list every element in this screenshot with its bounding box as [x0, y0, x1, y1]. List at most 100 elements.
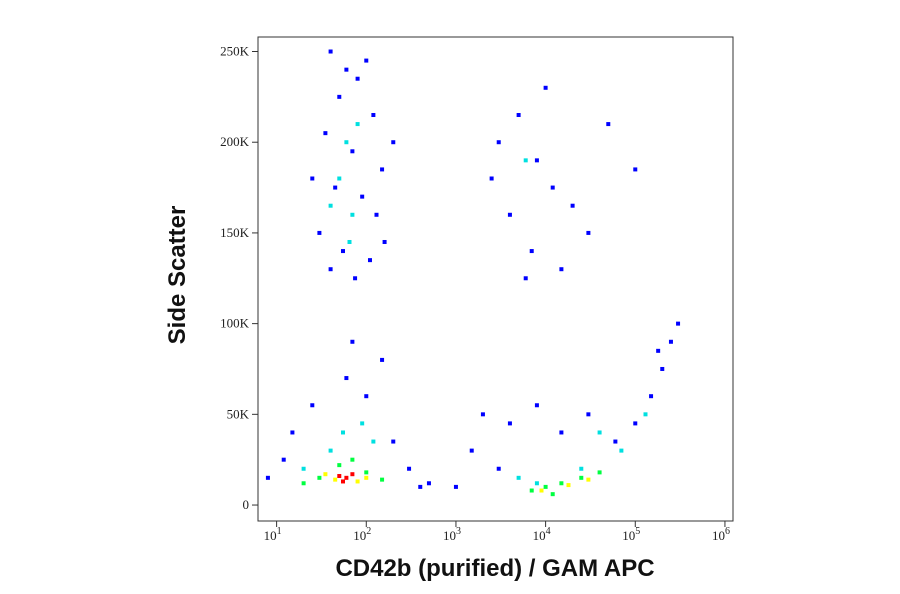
point: [344, 475, 349, 480]
point: [337, 463, 342, 468]
point: [328, 203, 333, 208]
x-tick-base: 10: [443, 528, 456, 543]
point: [317, 230, 322, 235]
point: [559, 267, 564, 272]
point: [323, 131, 328, 136]
point: [391, 140, 396, 145]
point: [668, 339, 673, 344]
point: [355, 479, 360, 484]
point: [633, 421, 638, 426]
x-tick-label: 104: [533, 526, 551, 543]
y-tick-label: 150K: [220, 225, 250, 240]
point: [619, 448, 624, 453]
x-tick-base: 10: [712, 528, 725, 543]
x-tick-base: 10: [622, 528, 635, 543]
y-tick-label: 250K: [220, 44, 250, 59]
point: [426, 481, 431, 486]
point: [529, 488, 534, 493]
point: [453, 484, 458, 489]
point: [333, 185, 338, 190]
point: [310, 176, 315, 181]
point: [550, 492, 555, 497]
point: [633, 167, 638, 172]
point: [355, 122, 360, 127]
point: [367, 258, 372, 263]
point: [543, 484, 548, 489]
point: [559, 430, 564, 435]
point: [534, 403, 539, 408]
point: [371, 113, 376, 118]
point: [355, 76, 360, 81]
point: [340, 479, 345, 484]
point: [374, 212, 379, 217]
x-tick-label: 101: [264, 526, 282, 543]
point: [364, 394, 369, 399]
x-tick-label: 106: [712, 526, 730, 543]
point: [301, 466, 306, 471]
point: [340, 430, 345, 435]
x-tick-label: 103: [443, 526, 461, 543]
point: [516, 113, 521, 118]
point: [570, 203, 575, 208]
point: [597, 470, 602, 475]
point: [337, 176, 342, 181]
point: [382, 239, 387, 244]
point: [333, 477, 338, 482]
point: [534, 481, 539, 486]
point: [310, 403, 315, 408]
point: [301, 481, 306, 486]
point: [407, 466, 412, 471]
x-tick-base: 10: [264, 528, 277, 543]
point: [539, 488, 544, 493]
point: [350, 457, 355, 462]
point: [496, 140, 501, 145]
point: [380, 167, 385, 172]
point: [606, 122, 611, 127]
point: [579, 466, 584, 471]
x-tick-exponent: 2: [366, 526, 371, 537]
point: [344, 67, 349, 72]
point: [391, 439, 396, 444]
point: [344, 376, 349, 381]
point: [469, 448, 474, 453]
point: [344, 140, 349, 145]
point: [364, 475, 369, 480]
point: [529, 249, 534, 254]
point: [496, 466, 501, 471]
point: [516, 475, 521, 480]
point: [613, 439, 618, 444]
point: [290, 430, 295, 435]
point: [543, 85, 548, 90]
point: [364, 470, 369, 475]
x-tick-exponent: 1: [277, 526, 282, 537]
point: [350, 212, 355, 217]
point: [360, 194, 365, 199]
point: [597, 430, 602, 435]
point: [566, 483, 571, 488]
point: [559, 481, 564, 486]
point: [643, 412, 648, 417]
x-tick-exponent: 6: [725, 526, 730, 537]
point: [340, 249, 345, 254]
point: [350, 472, 355, 477]
y-tick-label: 0: [243, 497, 250, 512]
x-tick-label: 105: [622, 526, 640, 543]
point: [660, 366, 665, 371]
point: [507, 212, 512, 217]
point: [337, 94, 342, 99]
point: [534, 158, 539, 163]
point: [323, 472, 328, 477]
point: [328, 448, 333, 453]
point: [371, 439, 376, 444]
point: [523, 158, 528, 163]
point: [364, 58, 369, 63]
y-axis-title: Side Scatter: [164, 206, 191, 345]
point: [353, 276, 358, 281]
point: [480, 412, 485, 417]
point: [507, 421, 512, 426]
x-tick-exponent: 4: [546, 526, 551, 537]
x-axis-title: CD42b (purified) / GAM APC: [335, 555, 654, 582]
point: [360, 421, 365, 426]
point: [649, 394, 654, 399]
point: [350, 149, 355, 154]
